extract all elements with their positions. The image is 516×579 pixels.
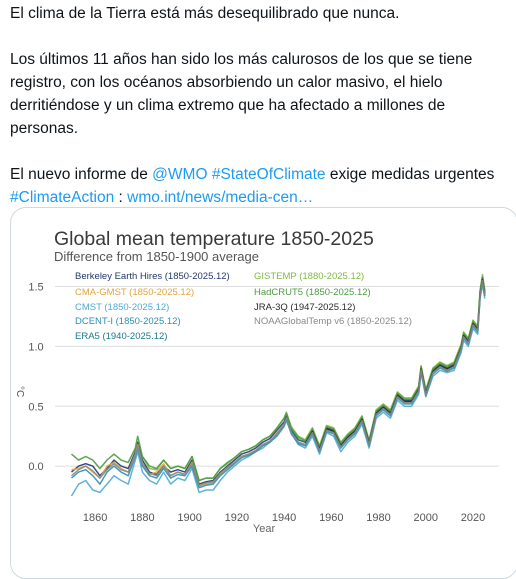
x-tick-label: 1980 xyxy=(366,512,390,524)
legend-entry: ERA5 (1940-2025.12) xyxy=(75,331,167,342)
chart-subtitle: Difference from 1850-1900 average xyxy=(54,249,259,264)
y-axis-label: °C xyxy=(14,386,25,397)
x-tick-label: 1960 xyxy=(319,512,343,524)
tweet-line-1-text: El clima de la Tierra está más desequili… xyxy=(10,5,400,22)
media-image-card[interactable]: Global mean temperature 1850-2025 Differ… xyxy=(10,207,516,579)
legend-entry: NOAAGlobalTemp v6 (1850-2025.12) xyxy=(254,316,412,327)
y-tick-label: 1.0 xyxy=(28,341,43,353)
para3-prefix: El nuevo informe de xyxy=(10,166,153,183)
para2-line-1: Los últimos 11 años han sido los más cal… xyxy=(10,51,473,68)
y-tick-label: 1.5 xyxy=(28,282,43,294)
series-line xyxy=(71,276,486,482)
legend-entry: HadCRUT5 (1850-2025.12) xyxy=(254,287,371,298)
mention-link[interactable]: @WMO xyxy=(152,166,208,183)
legend-entry: CMA-GMST (1850-2025.12) xyxy=(75,287,194,298)
temperature-chart: Global mean temperature 1850-2025 Differ… xyxy=(14,228,499,535)
x-axis-label: Year xyxy=(253,523,276,535)
chart-title: Global mean temperature 1850-2025 xyxy=(54,228,374,250)
hashtag-link-climateaction[interactable]: #ClimateAction xyxy=(10,189,115,206)
hashtag-link-stateofclimate[interactable]: #StateOfClimate xyxy=(211,166,326,183)
x-tick-label: 1940 xyxy=(272,512,296,524)
para2-line-3: derritiéndose y un clima extremo que ha … xyxy=(10,97,446,114)
tweet-text: El clima de la Tierra está más desequili… xyxy=(10,0,510,209)
legend-entry: JRA-3Q (1947-2025.12) xyxy=(254,302,355,313)
x-tick-label: 1920 xyxy=(225,512,249,524)
para2-line-2: registro, con los océanos absorbiendo un… xyxy=(10,74,443,91)
para2-line-4: personas. xyxy=(10,120,79,137)
y-tick-label: 0.0 xyxy=(28,461,43,473)
tweet-line-1: El clima de la Tierra está más desequili… xyxy=(10,2,510,25)
url-link[interactable]: wmo.int/news/media-cen… xyxy=(127,189,314,206)
x-tick-label: 1880 xyxy=(130,512,154,524)
tweet-paragraph-2: Los últimos 11 años han sido los más cal… xyxy=(10,48,510,140)
para3-suffix: exige medidas urgentes xyxy=(325,166,495,183)
tweet-paragraph-3: El nuevo informe de @WMO #StateOfClimate… xyxy=(10,163,510,209)
legend-entry: DCENT-I (1850-2025.12) xyxy=(75,316,181,327)
y-tick-label: 0.5 xyxy=(28,401,43,413)
x-tick-label: 1860 xyxy=(83,512,107,524)
x-tick-label: 1900 xyxy=(177,512,201,524)
separator-text: : xyxy=(114,189,128,206)
x-tick-label: 2000 xyxy=(414,512,438,524)
legend-entry: CMST (1850-2025.12) xyxy=(75,302,169,313)
legend-entry: Berkeley Earth Hires (1850-2025.12) xyxy=(75,271,230,282)
series-line xyxy=(71,279,486,487)
legend-entry: GISTEMP (1880-2025.12) xyxy=(254,271,364,282)
x-tick-label: 2020 xyxy=(461,512,485,524)
